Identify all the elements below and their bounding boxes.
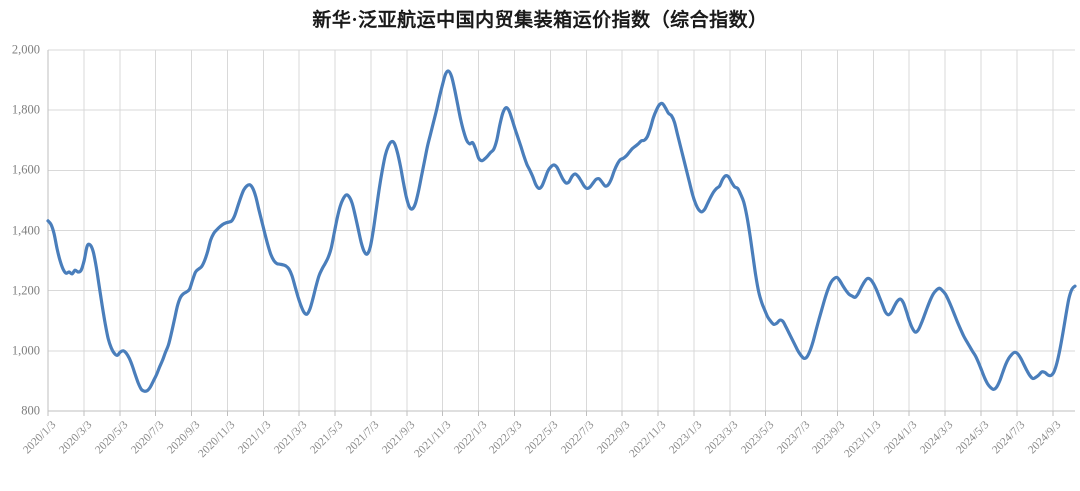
chart-container: 新华·泛亚航运中国内贸集装箱运价指数（综合指数） 800 1,000 1,200 1,… — [11, 10, 1077, 461]
chart-title: 新华·泛亚航运中国内贸集装箱运价指数（综合指数） — [312, 10, 768, 31]
y-axis-tick-label: 1,200 — [11, 283, 40, 298]
y-axis-tick-label: 800 — [21, 403, 40, 418]
line-chart-svg — [46, 49, 1077, 416]
axis-lines — [47, 50, 1075, 412]
x-tick-marks — [47, 411, 1054, 416]
y-axis-tick-label: 1,400 — [11, 223, 40, 237]
data-series — [46, 69, 1077, 393]
y-axis-tick-label: 1,800 — [11, 102, 40, 117]
series-line-composite-index — [46, 69, 1077, 393]
y-axis-tick-label: 2,000 — [11, 42, 40, 57]
y-axis-tick-label: 1,600 — [11, 162, 40, 177]
y-axis-tick-label: 1,000 — [11, 343, 40, 358]
plot-area: 800 1,000 1,200 1,400 1,600 1,800 2,000 2020/1… — [11, 42, 1077, 460]
gridlines — [48, 49, 1075, 411]
